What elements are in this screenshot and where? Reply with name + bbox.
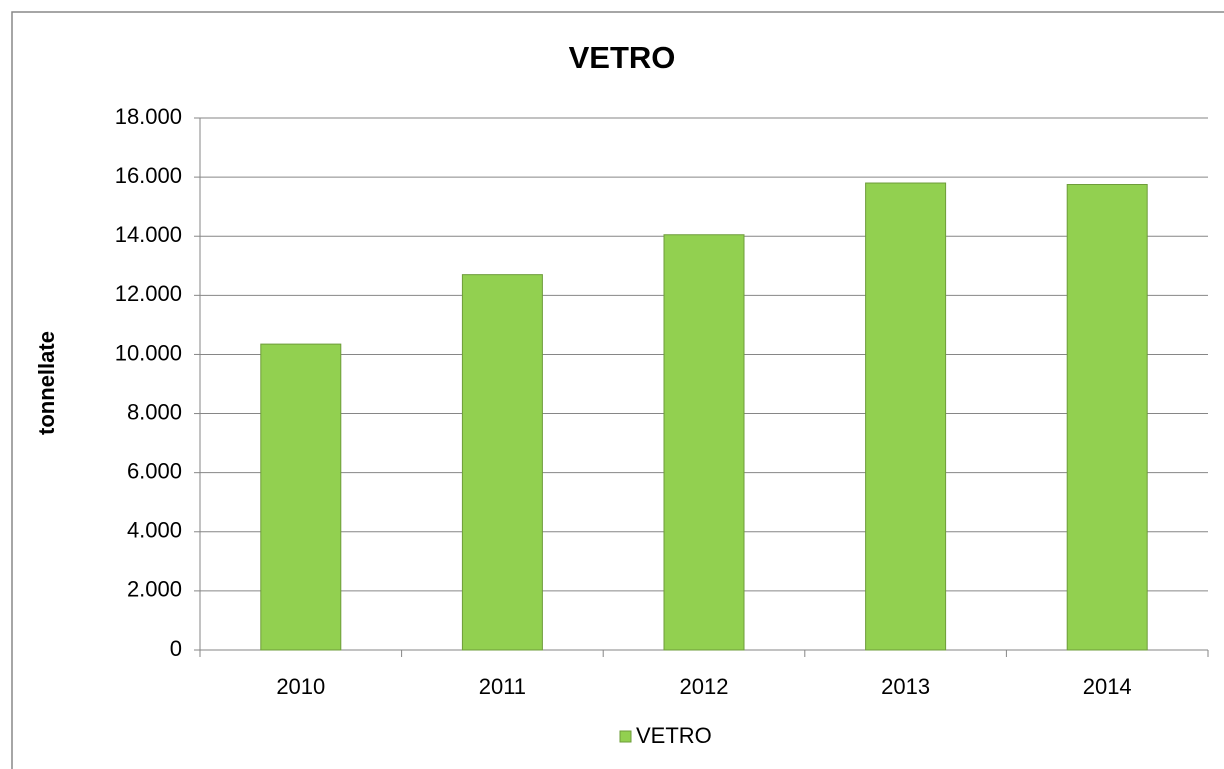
y-tick-label: 4.000 xyxy=(127,518,182,543)
y-tick-label: 8.000 xyxy=(127,399,182,424)
chart-title: VETRO xyxy=(569,40,676,75)
y-tick-label: 14.000 xyxy=(115,222,182,247)
x-tick-label: 2012 xyxy=(680,674,729,699)
legend-label: VETRO xyxy=(636,723,712,748)
bar xyxy=(461,274,543,651)
x-tick-label: 2010 xyxy=(276,674,325,699)
x-tick-label: 2013 xyxy=(881,674,930,699)
bar xyxy=(260,343,342,651)
y-tick-label: 12.000 xyxy=(115,281,182,306)
bar xyxy=(1066,184,1148,651)
chart-frame xyxy=(11,11,1224,769)
x-tick-label: 2014 xyxy=(1083,674,1132,699)
y-tick-label: 2.000 xyxy=(127,577,182,602)
y-tick-label: 0 xyxy=(170,636,182,661)
legend-swatch xyxy=(619,730,632,743)
y-tick-label: 6.000 xyxy=(127,458,182,483)
bar xyxy=(663,234,745,651)
bar xyxy=(865,182,947,651)
y-axis-label: tonnellate xyxy=(34,331,59,435)
x-tick-label: 2011 xyxy=(479,674,526,699)
y-tick-label: 10.000 xyxy=(115,340,182,365)
y-tick-label: 18.000 xyxy=(115,104,182,129)
y-tick-label: 16.000 xyxy=(115,163,182,188)
